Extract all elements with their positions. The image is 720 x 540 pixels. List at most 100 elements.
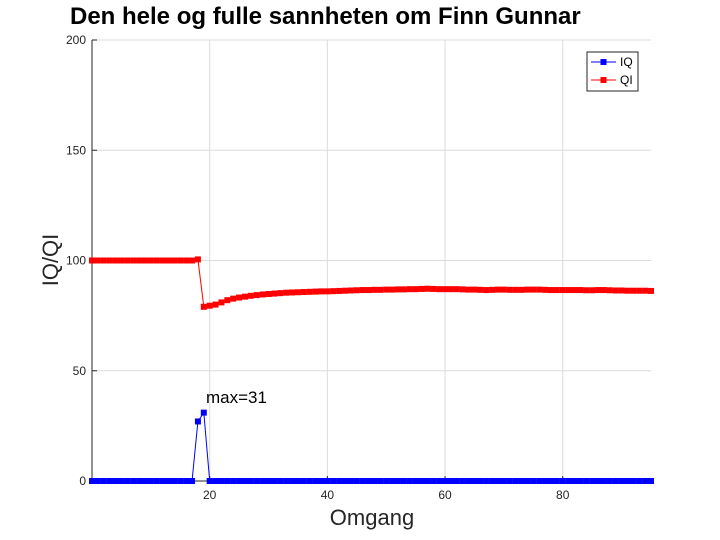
- data-point-iq: [424, 478, 431, 484]
- data-point-qi: [595, 287, 602, 294]
- data-point-qi: [489, 286, 496, 293]
- data-point-qi: [189, 257, 196, 264]
- y-tick-label: 0: [79, 474, 86, 488]
- data-point-iq: [259, 478, 266, 484]
- data-point-iq: [100, 478, 107, 484]
- data-point-iq: [477, 478, 484, 484]
- data-point-iq: [624, 478, 631, 484]
- data-point-iq: [489, 478, 496, 484]
- data-point-iq: [495, 478, 502, 484]
- data-point-qi: [230, 295, 237, 302]
- data-point-qi: [495, 286, 502, 293]
- data-point-qi: [324, 288, 331, 295]
- data-point-qi: [394, 286, 401, 293]
- data-point-qi: [318, 288, 325, 295]
- data-point-iq: [112, 478, 119, 484]
- data-point-iq: [618, 478, 625, 484]
- data-point-qi: [283, 289, 290, 296]
- data-point-iq: [283, 478, 290, 484]
- data-point-qi: [536, 286, 543, 293]
- data-point-iq: [553, 478, 560, 484]
- data-point-iq: [318, 478, 325, 484]
- data-point-qi: [547, 287, 554, 294]
- data-point-qi: [342, 287, 349, 294]
- data-point-qi: [100, 257, 107, 264]
- data-point-iq: [294, 478, 301, 484]
- data-point-qi: [265, 291, 272, 298]
- data-point-iq: [559, 478, 566, 484]
- data-point-qi: [400, 286, 407, 293]
- data-point-iq: [406, 478, 413, 484]
- legend-marker-qi: [600, 77, 607, 83]
- data-point-qi: [89, 257, 95, 264]
- data-point-iq: [595, 478, 602, 484]
- data-point-iq: [159, 478, 166, 484]
- data-point-iq: [589, 478, 596, 484]
- data-point-iq: [241, 478, 248, 484]
- data-point-qi: [371, 286, 378, 293]
- data-point-qi: [289, 289, 296, 296]
- x-tick-label: 60: [438, 488, 452, 502]
- data-point-qi: [383, 286, 390, 293]
- data-point-qi: [436, 286, 443, 293]
- data-point-qi: [589, 287, 596, 294]
- data-point-qi: [600, 287, 607, 294]
- data-point-qi: [447, 286, 454, 293]
- data-point-iq: [530, 478, 537, 484]
- data-point-qi: [106, 257, 113, 264]
- data-point-iq: [342, 478, 349, 484]
- data-point-iq: [230, 478, 237, 484]
- data-point-qi: [306, 288, 313, 295]
- data-point-qi: [477, 286, 484, 293]
- data-point-qi: [118, 257, 125, 264]
- data-point-iq: [253, 478, 260, 484]
- data-point-qi: [177, 257, 184, 264]
- data-point-iq: [630, 478, 637, 484]
- data-point-qi: [430, 285, 437, 292]
- data-point-iq: [353, 478, 360, 484]
- legend-box: [586, 51, 639, 92]
- data-point-qi: [453, 286, 460, 293]
- data-point-qi: [259, 291, 266, 298]
- data-point-qi: [359, 287, 366, 294]
- data-point-iq: [189, 478, 196, 484]
- x-axis-label: Omgang: [330, 505, 414, 530]
- data-point-qi: [389, 286, 396, 293]
- x-tick-label: 80: [556, 488, 570, 502]
- data-point-iq: [394, 478, 401, 484]
- data-point-iq: [265, 478, 272, 484]
- data-point-qi: [330, 288, 337, 295]
- data-point-qi: [353, 287, 360, 294]
- data-point-qi: [606, 287, 613, 294]
- data-point-iq: [500, 478, 507, 484]
- data-point-qi: [236, 294, 243, 301]
- data-point-iq: [106, 478, 113, 484]
- data-point-iq: [442, 478, 449, 484]
- data-point-qi: [559, 287, 566, 294]
- x-tick-label: 20: [203, 488, 217, 502]
- data-point-qi: [377, 286, 384, 293]
- data-point-qi: [512, 286, 519, 293]
- data-point-iq: [165, 478, 172, 484]
- data-point-iq: [136, 478, 143, 484]
- data-point-qi: [347, 287, 354, 294]
- data-point-iq: [183, 478, 190, 484]
- data-point-iq: [177, 478, 184, 484]
- data-point-iq: [289, 478, 296, 484]
- data-point-iq: [506, 478, 513, 484]
- data-point-iq: [247, 478, 254, 484]
- data-point-qi: [218, 299, 225, 306]
- data-point-qi: [406, 286, 413, 293]
- data-point-iq: [583, 478, 590, 484]
- data-point-qi: [565, 287, 572, 294]
- data-point-qi: [336, 287, 343, 294]
- data-point-iq: [571, 478, 578, 484]
- data-point-qi: [183, 257, 190, 264]
- data-point-iq: [459, 478, 466, 484]
- data-point-qi: [312, 288, 319, 295]
- data-point-qi: [642, 287, 649, 294]
- data-point-qi: [612, 287, 619, 294]
- data-point-qi: [648, 287, 654, 294]
- data-point-qi: [583, 287, 590, 294]
- data-point-iq: [483, 478, 490, 484]
